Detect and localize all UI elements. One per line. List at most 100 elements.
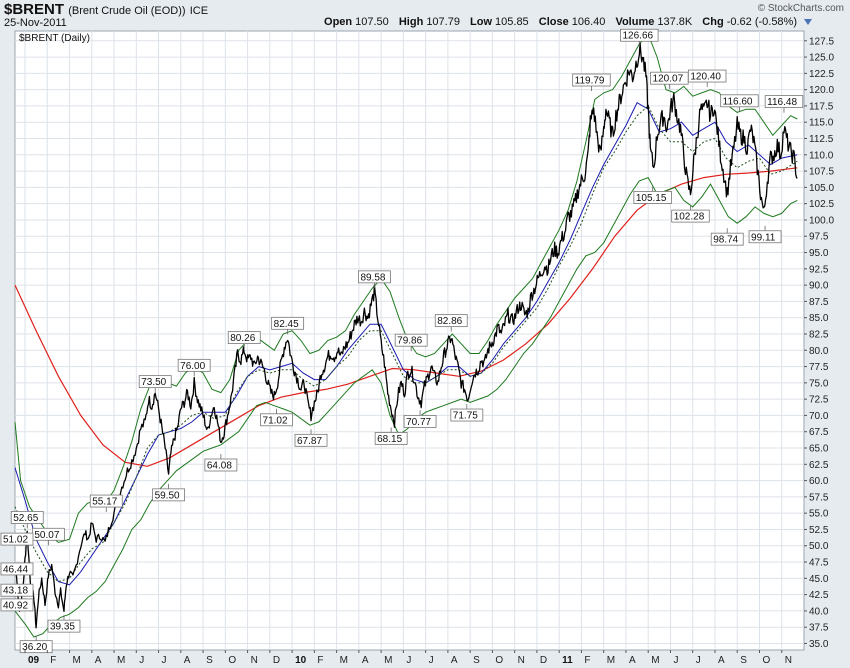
x-tick-label: N — [518, 655, 525, 666]
annotation-box — [227, 331, 261, 344]
brand-logo[interactable]: © StockCharts.com — [757, 3, 844, 14]
annotation-box — [633, 191, 672, 204]
annotation-box — [152, 488, 185, 502]
x-tick-label: F — [50, 655, 56, 666]
x-tick-label: F — [584, 655, 590, 666]
annotation-box — [710, 232, 744, 246]
x-tick-label: M — [651, 655, 659, 666]
quote-readout: Open 107.50 High 107.79 Low 105.85 Close 106… — [324, 16, 804, 28]
x-tick-label: 11 — [562, 655, 573, 666]
chart-header: $BRENT (Brent Crude Oil (EOD)) ICE 25-No… — [0, 0, 850, 30]
annotation-box — [0, 562, 34, 576]
x-tick-label: A — [451, 655, 458, 666]
annotation-label: 119.79 — [575, 76, 605, 87]
y-tick-label: 122.5 — [809, 69, 834, 80]
y-tick-label: 67.5 — [809, 427, 829, 438]
y-tick-label: 112.5 — [809, 134, 834, 145]
x-tick-label: D — [273, 655, 280, 666]
annotation-box — [177, 358, 211, 372]
annotation-box — [0, 532, 34, 546]
annotation-label: 71.02 — [263, 415, 288, 426]
annotation-label: 68.15 — [377, 434, 402, 445]
x-tick-label: D — [540, 655, 547, 666]
annotation-label: 46.44 — [3, 564, 28, 575]
ticker-description: (Brent Crude Oil (EOD)) — [68, 5, 186, 17]
x-tick-label: A — [629, 655, 636, 666]
annotation-box — [720, 94, 759, 108]
y-tick-label: 97.5 — [809, 232, 829, 243]
y-tick-label: 50.0 — [809, 541, 829, 552]
annotation-box — [89, 494, 123, 508]
chart-legend: $BRENT (Daily) — [19, 33, 90, 44]
y-tick-label: 47.5 — [809, 558, 829, 569]
x-tick-label: M — [117, 655, 125, 666]
y-tick-label: 127.5 — [809, 36, 834, 47]
dropdown-caret-icon[interactable] — [804, 19, 812, 25]
quote-open-value: 107.50 — [355, 16, 389, 28]
y-tick-label: 95.0 — [809, 248, 829, 259]
bollinger-lower-line — [14, 176, 798, 638]
y-tick-label: 87.5 — [809, 297, 829, 308]
y-tick-label: 42.5 — [809, 590, 829, 601]
y-tick-label: 37.5 — [809, 623, 829, 634]
annotation-box — [358, 270, 391, 284]
annotation-label: 52.65 — [13, 513, 38, 524]
x-tick-label: S — [473, 655, 480, 666]
chart-date: 25-Nov-2011 — [4, 17, 67, 29]
y-tick-label: 90.0 — [809, 281, 829, 292]
quote-volume-label: Volume — [615, 16, 655, 28]
annotation-label: 116.60 — [723, 96, 753, 107]
x-tick-label: O — [228, 655, 236, 666]
x-tick-label: J — [139, 655, 144, 666]
quote-change-value: -0.62 (-0.58%) — [726, 16, 797, 28]
y-tick-label: 117.5 — [809, 101, 834, 112]
y-tick-label: 77.5 — [809, 362, 829, 373]
x-tick-label: A — [718, 655, 725, 666]
y-tick-label: 120.0 — [809, 85, 834, 96]
x-tick-label: A — [362, 655, 369, 666]
y-tick-label: 110.0 — [809, 150, 834, 161]
y-tick-label: 102.5 — [809, 199, 834, 210]
x-tick-label: N — [785, 655, 792, 666]
annotation-label: 120.07 — [653, 74, 684, 85]
x-tick-label: A — [95, 655, 102, 666]
annotation-label: 98.74 — [713, 235, 738, 246]
annotation-label: 64.08 — [207, 461, 232, 472]
annotation-box — [138, 375, 172, 389]
x-tick-label: N — [251, 655, 258, 666]
y-tick-label: 82.5 — [809, 329, 829, 340]
y-tick-label: 100.0 — [809, 215, 834, 226]
x-tick-label: J — [696, 655, 701, 666]
annotation-box — [620, 28, 659, 42]
annotation-label: 67.87 — [297, 436, 322, 447]
x-tick-label: M — [607, 655, 615, 666]
x-tick-label: F — [317, 655, 323, 666]
ticker-title: $BRENT (Brent Crude Oil (EOD)) ICE — [4, 1, 208, 18]
y-tick-label: 62.5 — [809, 460, 829, 471]
price-annotations: 126.66 119.79 120.07 120.40 116.60 116.48 105.… — [0, 28, 804, 653]
y-tick-label: 125.0 — [809, 53, 834, 64]
y-tick-label: 40.0 — [809, 606, 829, 617]
x-tick-label: S — [740, 655, 747, 666]
quote-low-label: Low — [470, 16, 493, 28]
y-tick-label: 105.0 — [809, 183, 834, 194]
y-tick-label: 75.0 — [809, 378, 829, 389]
annotation-label: 82.86 — [437, 316, 462, 327]
x-tick-label: M — [73, 655, 81, 666]
annotation-label: 59.50 — [155, 490, 180, 501]
annotation-label: 36.20 — [22, 642, 47, 653]
quote-change-label: Chg — [702, 16, 724, 28]
sma-short-line — [14, 101, 798, 586]
annotation-label: 89.58 — [360, 272, 385, 283]
annotation-box — [394, 333, 428, 347]
annotation-box — [10, 511, 44, 524]
annotation-label: 82.45 — [274, 319, 299, 330]
x-tick-label: 10 — [295, 655, 307, 666]
annotation-box — [0, 583, 34, 597]
annotation-label: 76.00 — [180, 361, 205, 372]
annotation-label: 73.50 — [141, 377, 166, 388]
quote-low-value: 105.85 — [495, 16, 529, 28]
y-tick-label: 70.0 — [809, 411, 829, 422]
x-tick-label: M — [340, 655, 348, 666]
